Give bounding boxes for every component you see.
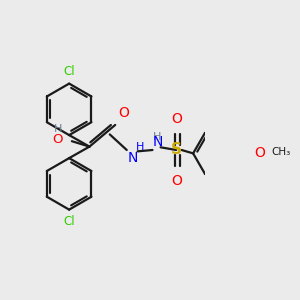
Text: O: O (254, 146, 265, 161)
Text: Cl: Cl (63, 65, 75, 78)
Text: S: S (171, 142, 182, 158)
Text: O: O (52, 133, 62, 146)
Text: CH₃: CH₃ (271, 147, 290, 157)
Text: O: O (171, 112, 182, 126)
Text: O: O (118, 106, 130, 119)
Text: O: O (171, 174, 182, 188)
Text: N: N (128, 152, 139, 165)
Text: N: N (152, 135, 163, 148)
Text: H: H (136, 142, 144, 152)
Text: H: H (153, 132, 161, 142)
Text: Cl: Cl (63, 215, 75, 228)
Text: H: H (54, 124, 62, 134)
